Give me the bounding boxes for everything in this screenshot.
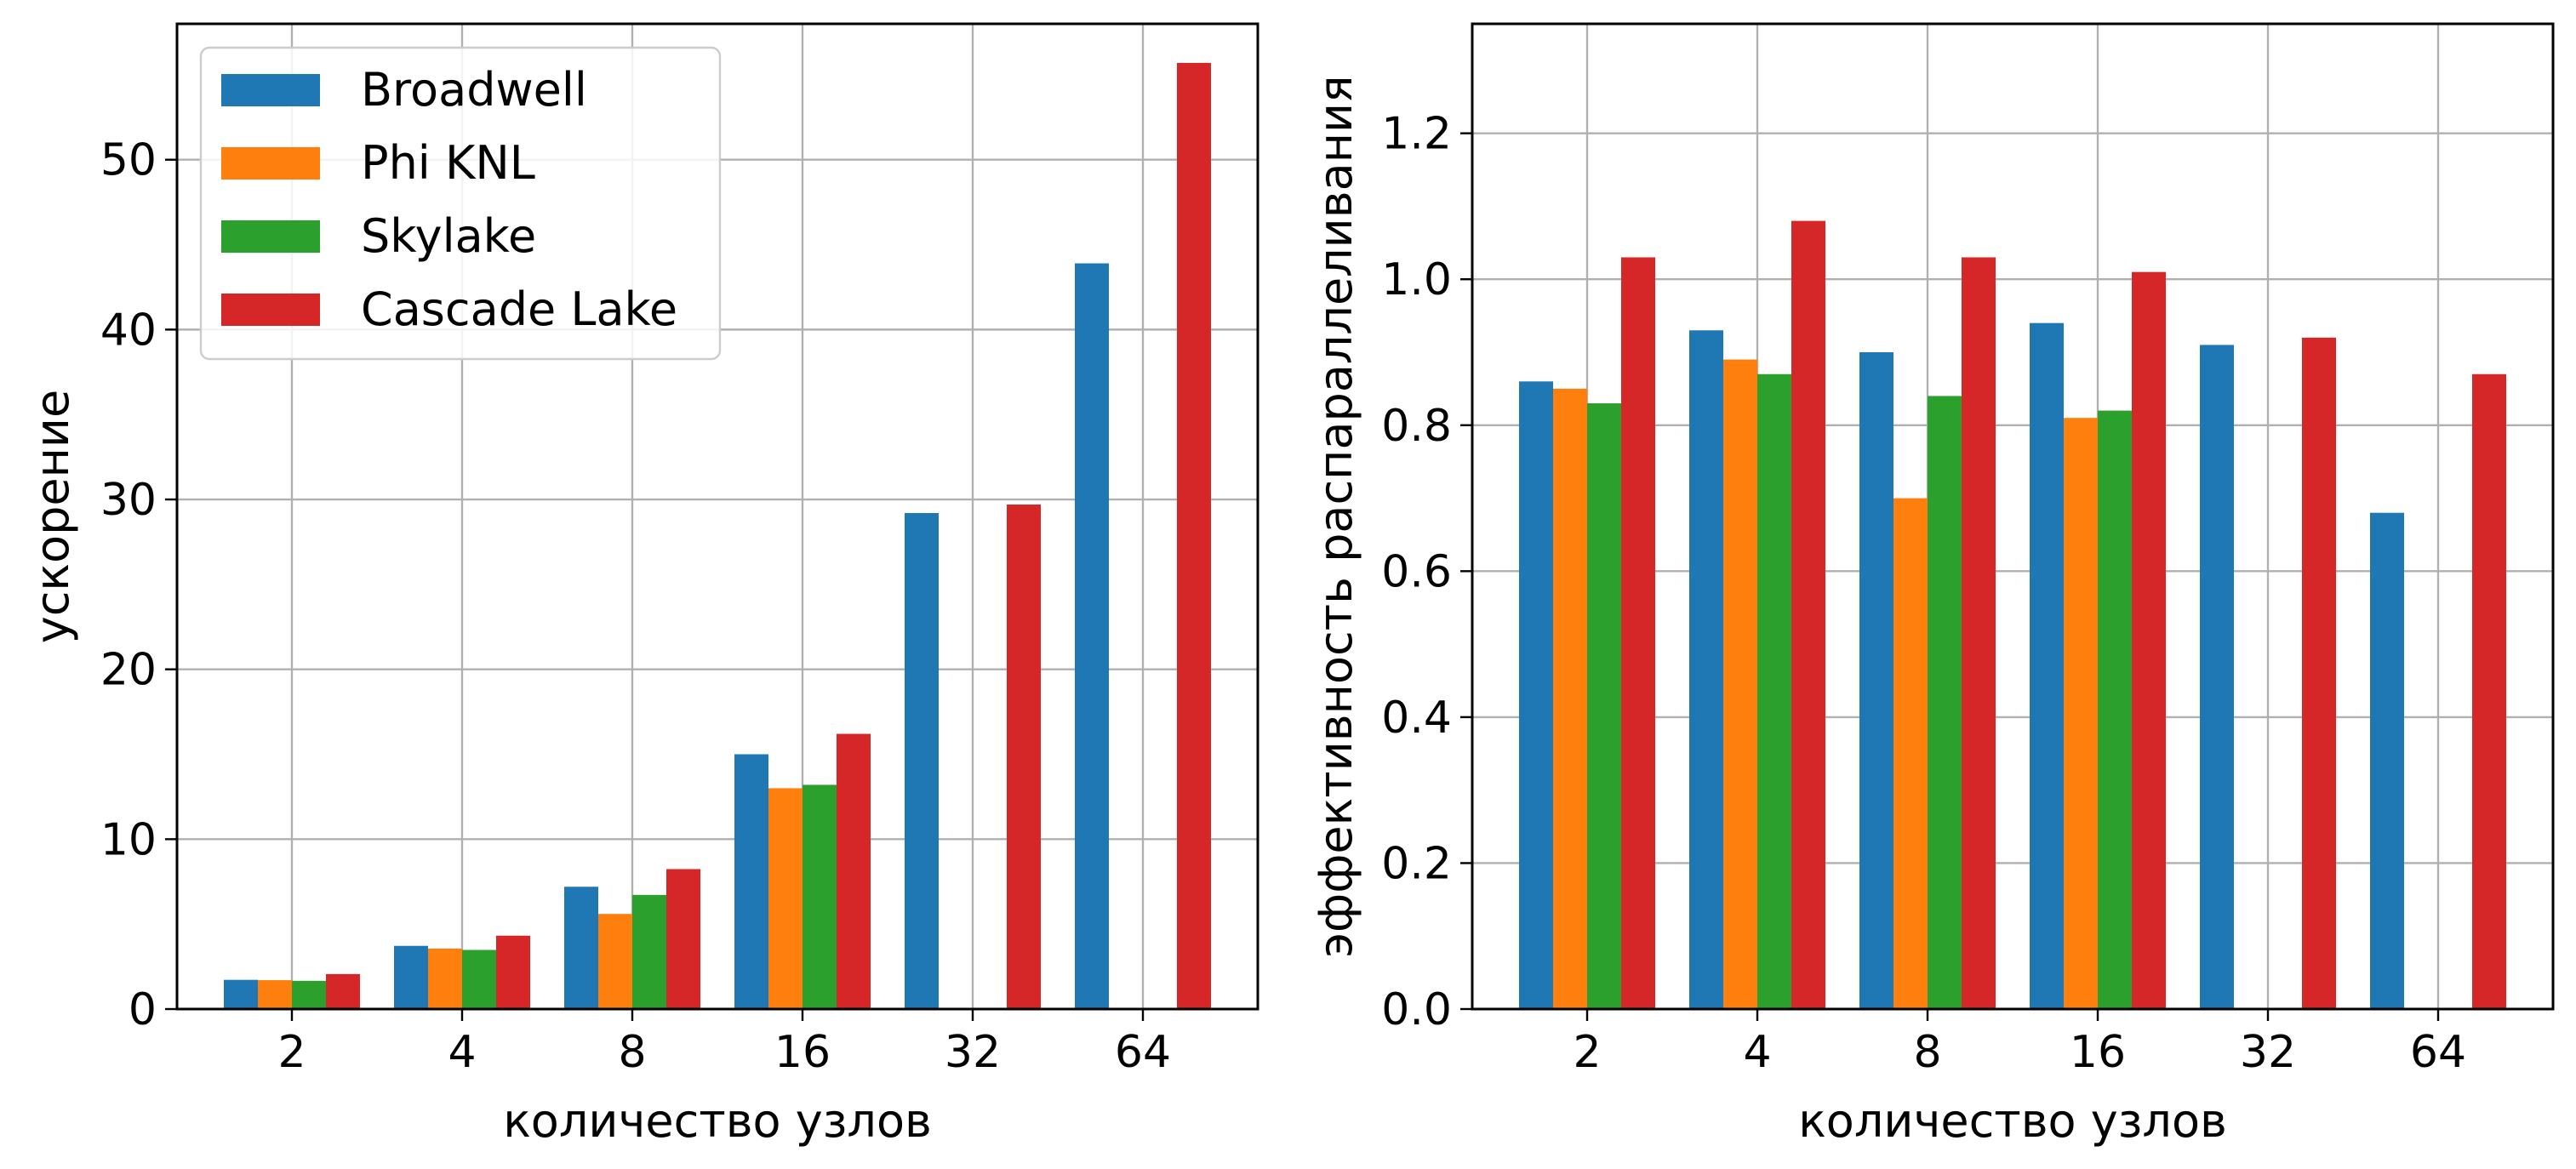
y-tick-label: 0: [129, 984, 157, 1035]
bar-skylake-16: [803, 784, 837, 1009]
y-tick-label: 0.6: [1381, 546, 1452, 597]
bar-cascade-lake-4: [496, 935, 530, 1009]
y-axis-label: ускорение: [26, 390, 79, 643]
y-tick-label: 0.0: [1381, 984, 1452, 1035]
chart-panel-2: 2 4 8 16 32 64 0.0 0.2 0.4 0.6 0.8 1.0 1.2 количество…: [1309, 22, 2555, 1148]
x-tick-label: 4: [448, 1027, 476, 1078]
bar-skylake-4: [462, 949, 496, 1009]
x-tick-label: 4: [1743, 1027, 1771, 1078]
bars: [224, 62, 1211, 1010]
x-ticks: 2 4 8 16 32 64: [1573, 1009, 2466, 1078]
bar-cascade-lake-16: [2132, 271, 2166, 1010]
y-tick-label: 0.8: [1381, 401, 1452, 452]
legend: Broadwell Phi KNL Skylake Cascade Lake: [199, 46, 722, 361]
x-tick-label: 64: [1115, 1027, 1171, 1078]
axes-frame: [1471, 22, 2555, 1011]
bars: [1519, 220, 2506, 1010]
bar-phi-knl-16: [768, 788, 803, 1009]
x-tick-label: 2: [277, 1027, 306, 1078]
x-tick-label: 8: [618, 1027, 646, 1078]
legend-swatch: [221, 294, 320, 326]
bar-cascade-lake-4: [1791, 220, 1825, 1010]
legend-swatch: [221, 147, 320, 180]
y-tick-label: 1.0: [1381, 254, 1452, 305]
x-ticks: 2 4 8 16 32 64: [277, 1009, 1171, 1078]
bar-phi-knl-4: [428, 948, 462, 1009]
bar-broadwell-16: [734, 754, 768, 1009]
bar-skylake-8: [1928, 396, 1962, 1009]
x-tick-label: 2: [1573, 1027, 1601, 1078]
bar-skylake-4: [1757, 374, 1791, 1009]
y-tick-label: 30: [100, 475, 157, 526]
bar-cascade-lake-16: [837, 733, 871, 1009]
bar-phi-knl-8: [598, 914, 632, 1009]
legend-swatch: [221, 74, 320, 106]
bar-skylake-8: [632, 894, 666, 1009]
y-axis-label: эффективность распараллеливания: [1309, 75, 1362, 957]
bar-skylake-2: [1587, 403, 1621, 1009]
legend-label: Broadwell: [361, 63, 587, 117]
bar-phi-knl-2: [258, 980, 292, 1009]
bar-phi-knl-2: [1553, 388, 1587, 1009]
bar-cascade-lake-32: [2302, 337, 2336, 1009]
x-axis-label: количество узлов: [1798, 1094, 2227, 1148]
y-ticks: 0 10 20 30 40 50: [100, 135, 177, 1035]
bar-skylake-16: [2098, 410, 2132, 1010]
bar-skylake-2: [292, 980, 326, 1009]
bar-cascade-lake-32: [1007, 505, 1041, 1009]
bar-cascade-lake-64: [2472, 374, 2506, 1009]
x-tick-label: 32: [2240, 1027, 2296, 1078]
x-tick-label: 16: [774, 1027, 831, 1078]
bar-cascade-lake-2: [1621, 257, 1655, 1009]
bar-cascade-lake-8: [1962, 257, 1996, 1009]
chart-panel-1: 2 4 8 16 32 64 0 10 20 30 40 50 количество узлов уско…: [26, 22, 1259, 1148]
y-tick-label: 50: [100, 135, 157, 186]
bar-broadwell-2: [224, 979, 258, 1009]
bar-broadwell-32: [2200, 345, 2234, 1009]
bar-broadwell-2: [1519, 381, 1553, 1009]
x-tick-label: 16: [2070, 1027, 2126, 1078]
bar-broadwell-64: [1075, 263, 1109, 1009]
legend-swatch: [221, 220, 320, 253]
y-tick-label: 10: [100, 814, 157, 865]
legend-label: Cascade Lake: [361, 282, 677, 336]
x-axis-label: количество узлов: [503, 1094, 932, 1148]
legend-label: Phi KNL: [361, 136, 535, 190]
bar-broadwell-64: [2370, 512, 2404, 1009]
y-tick-label: 0.2: [1381, 838, 1452, 889]
legend-label: Skylake: [361, 209, 536, 263]
bar-broadwell-32: [905, 513, 939, 1009]
bar-phi-knl-8: [1893, 498, 1928, 1009]
bar-broadwell-8: [1859, 352, 1893, 1009]
x-tick-label: 64: [2410, 1027, 2466, 1078]
bar-broadwell-4: [1689, 330, 1723, 1009]
axes-frame: [175, 22, 1259, 1011]
y-tick-label: 0.4: [1381, 693, 1452, 744]
bar-phi-knl-16: [2064, 418, 2098, 1009]
y-tick-label: 1.2: [1381, 109, 1452, 160]
x-tick-label: 32: [945, 1027, 1001, 1078]
x-tick-label: 8: [1913, 1027, 1941, 1078]
bar-broadwell-4: [394, 945, 428, 1009]
bar-cascade-lake-64: [1177, 62, 1211, 1010]
bar-broadwell-16: [2030, 322, 2064, 1009]
bar-phi-knl-4: [1723, 359, 1757, 1010]
y-tick-label: 40: [100, 305, 157, 356]
y-tick-label: 20: [100, 645, 157, 696]
bar-cascade-lake-8: [666, 869, 700, 1009]
bar-broadwell-8: [564, 887, 598, 1009]
y-ticks: 0.0 0.2 0.4 0.6 0.8 1.0 1.2: [1381, 109, 1472, 1035]
legend-box: [199, 46, 722, 361]
bar-cascade-lake-2: [326, 973, 360, 1009]
